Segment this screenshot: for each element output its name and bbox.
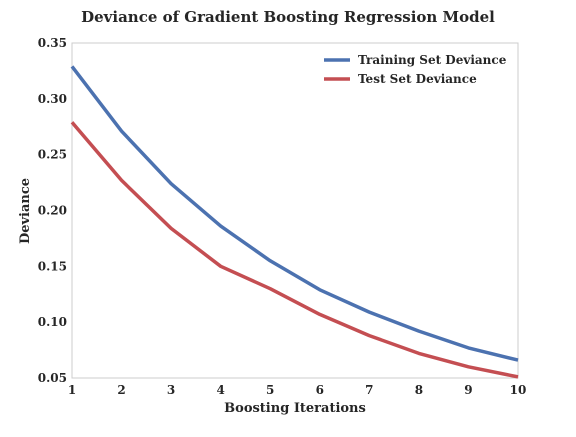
x-axis: 1 2 3 4 5 6 7 8 9 10 xyxy=(68,383,527,397)
y-tick-label: 0.30 xyxy=(38,92,67,106)
y-tick-label: 0.05 xyxy=(38,371,67,385)
chart-title: Deviance of Gradient Boosting Regression… xyxy=(81,8,495,26)
y-tick-label: 0.10 xyxy=(38,315,67,329)
y-tick-label: 0.25 xyxy=(38,148,67,162)
y-tick-label: 0.20 xyxy=(38,204,67,218)
x-tick-label: 7 xyxy=(365,383,373,397)
x-tick-label: 10 xyxy=(510,383,527,397)
x-tick-label: 3 xyxy=(167,383,175,397)
y-tick-label: 0.35 xyxy=(38,36,67,50)
y-axis-label: Deviance xyxy=(18,178,33,244)
x-tick-label: 9 xyxy=(464,383,472,397)
legend-label: Training Set Deviance xyxy=(358,53,507,67)
x-tick-label: 2 xyxy=(117,383,125,397)
legend-label: Test Set Deviance xyxy=(358,72,477,86)
series-line-test xyxy=(70,121,519,379)
x-tick-label: 8 xyxy=(415,383,423,397)
plot-area xyxy=(71,42,519,379)
series-line-training xyxy=(70,65,519,362)
x-axis-label: Boosting Iterations xyxy=(224,401,366,416)
y-axis: 0.05 0.10 0.15 0.20 0.25 0.30 0.35 xyxy=(38,36,67,385)
x-tick-label: 6 xyxy=(316,383,324,397)
x-tick-label: 1 xyxy=(68,383,76,397)
x-tick-label: 5 xyxy=(266,383,274,397)
x-tick-label: 4 xyxy=(216,383,224,397)
legend: Training Set Deviance Test Set Deviance xyxy=(324,53,507,86)
series-lines xyxy=(70,65,519,379)
y-tick-label: 0.15 xyxy=(38,259,67,273)
